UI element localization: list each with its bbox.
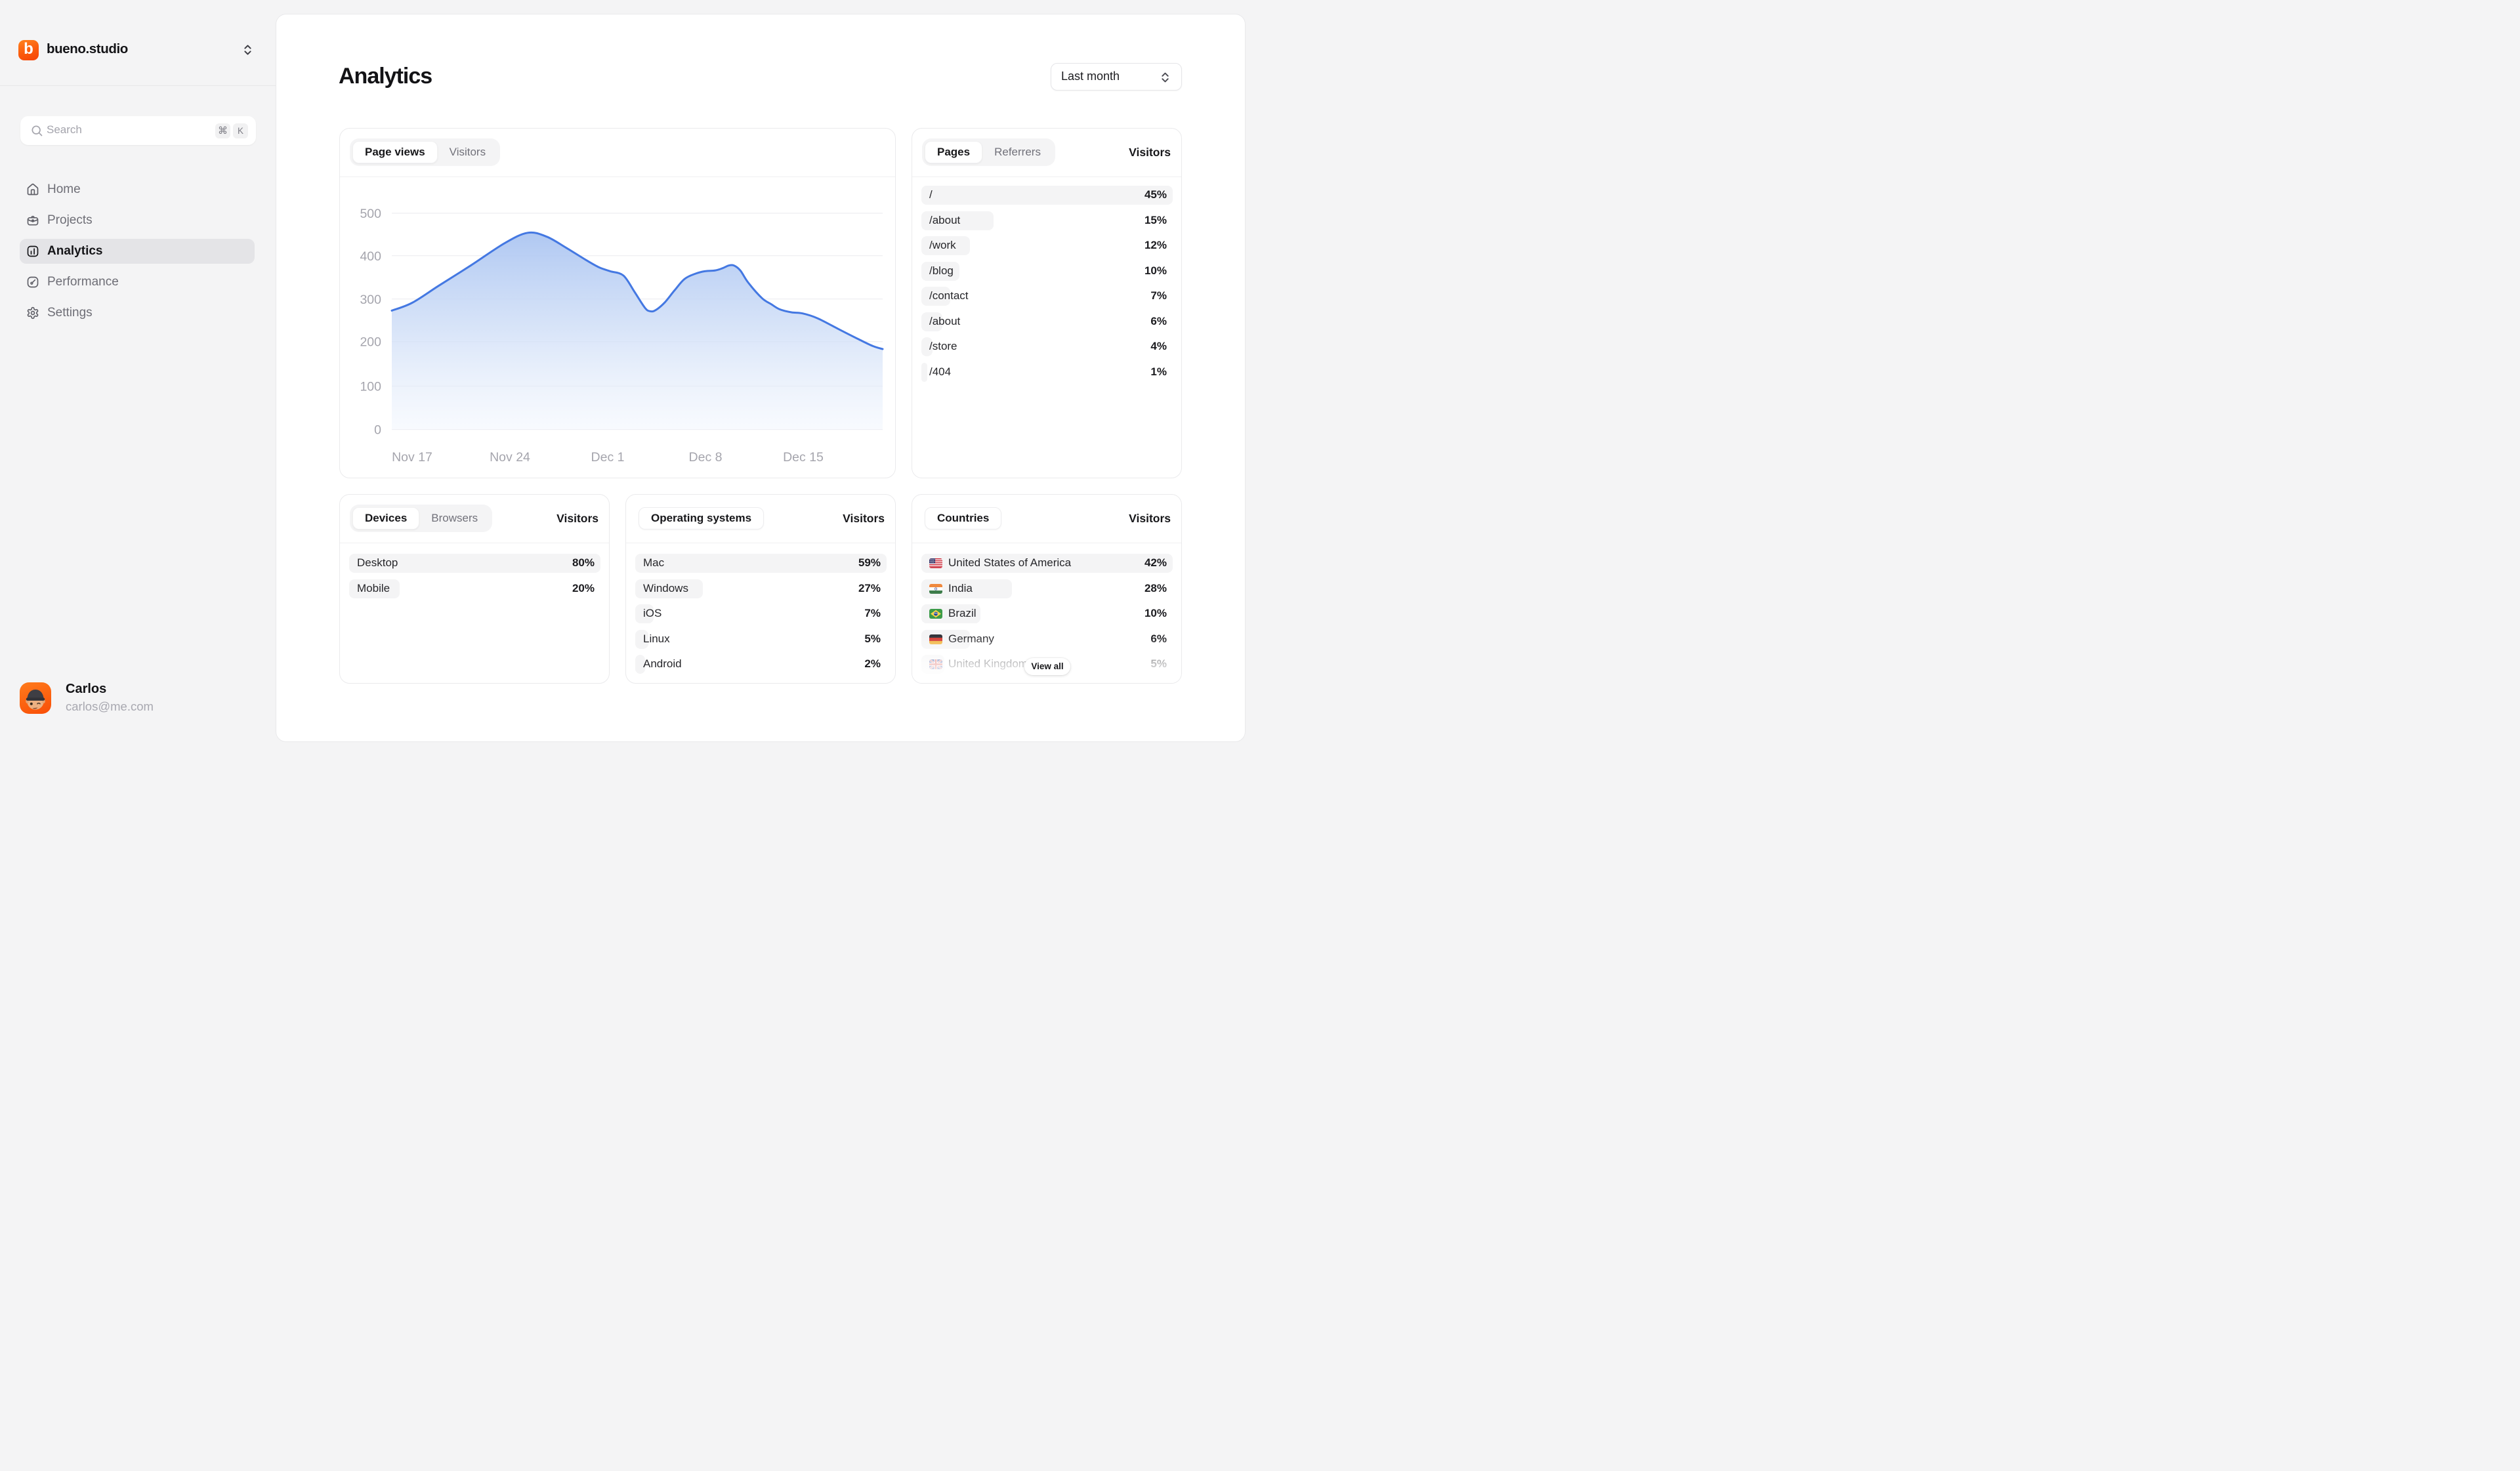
svg-text:Nov 24: Nov 24	[490, 450, 530, 465]
svg-text:100: 100	[360, 380, 381, 394]
svg-text:500: 500	[360, 207, 381, 221]
svg-text:400: 400	[360, 249, 381, 264]
svg-text:200: 200	[360, 335, 381, 350]
svg-text:300: 300	[360, 293, 381, 307]
svg-text:Nov 17: Nov 17	[392, 450, 432, 465]
svg-text:0: 0	[374, 423, 381, 438]
svg-text:Dec 1: Dec 1	[591, 450, 625, 465]
svg-text:Dec 15: Dec 15	[783, 450, 824, 465]
svg-text:Dec 8: Dec 8	[689, 450, 723, 465]
